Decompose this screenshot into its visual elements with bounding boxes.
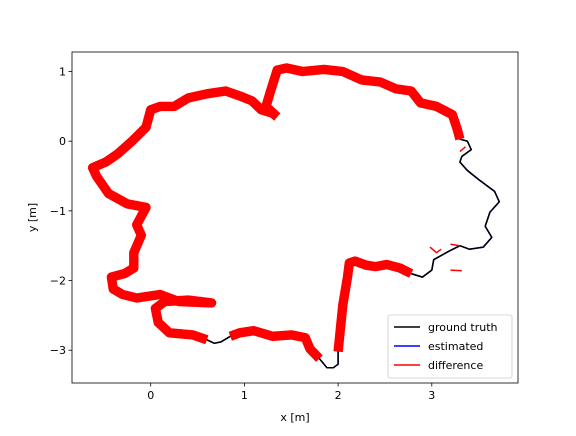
y-axis-ticks: −3 −2 −1 0 1 <box>50 66 72 357</box>
legend: ground truth estimated difference <box>387 314 513 379</box>
y-tick-label: −1 <box>50 205 66 218</box>
x-tick-label: 1 <box>241 389 248 402</box>
series-difference-segment-2 <box>228 326 323 362</box>
y-tick-label: −3 <box>50 344 66 357</box>
y-tick-label: 0 <box>59 135 66 148</box>
series-difference-segment-5 <box>450 243 461 247</box>
series-difference-segment-3 <box>87 86 281 345</box>
series-difference-segment-4 <box>459 146 466 153</box>
x-tick-label: 0 <box>147 389 154 402</box>
y-axis-label: y [m] <box>26 203 39 232</box>
axes-frame <box>71 51 519 384</box>
x-axis-ticks: 0 1 2 3 <box>147 383 435 402</box>
series-difference-segment-0 <box>261 63 465 141</box>
y-tick-label: −2 <box>50 275 66 288</box>
legend-label-difference: difference <box>428 359 483 372</box>
series-difference-segment-7 <box>450 269 462 272</box>
legend-label-ground-truth: ground truth <box>428 321 498 334</box>
legend-box <box>387 314 513 379</box>
x-tick-label: 3 <box>428 389 435 402</box>
x-axis-label: x [m] <box>280 411 309 424</box>
plot-content <box>87 63 501 369</box>
x-tick-label: 2 <box>335 389 342 402</box>
y-tick-label: 1 <box>59 66 66 79</box>
legend-label-estimated: estimated <box>428 340 483 353</box>
series-difference-segment-6 <box>429 246 442 254</box>
series-difference-segment-1 <box>333 256 414 353</box>
